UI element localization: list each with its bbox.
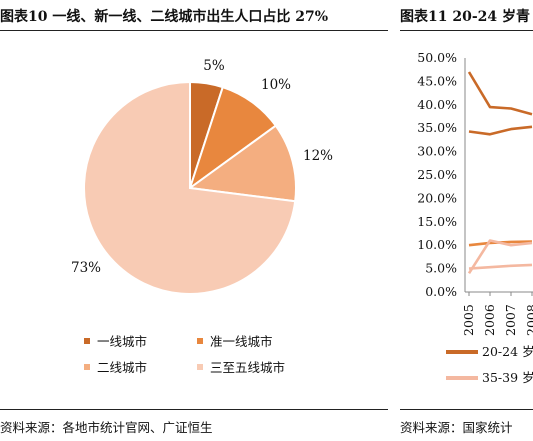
left-chart-source: 资料来源：各地市统计官网、广证恒生 xyxy=(0,420,213,435)
line-chart-ytick-8: 35.0% xyxy=(417,120,457,135)
pie-legend-label-4: 三至五线城市 xyxy=(210,360,285,375)
pie-legend-label-2: 准一线城市 xyxy=(210,334,273,349)
line-legend-label-1: 20-24 岁 xyxy=(482,344,533,359)
line-chart-xtick-2: 2006 xyxy=(482,304,497,336)
pie-legend-label-1: 一线城市 xyxy=(97,334,147,349)
pie-legend-swatch-2 xyxy=(197,338,203,344)
line-chart-ytick-5: 20.0% xyxy=(417,190,457,205)
left-chart-title: 图表10 一线、新一线、二线城市出生人口占比 27% xyxy=(0,9,329,25)
line-chart-xtick-3: 2007 xyxy=(503,304,518,336)
line-chart-ytick-1: 0.0% xyxy=(425,284,457,299)
pie-slice-label-3: 12% xyxy=(303,148,333,164)
pie-legend-swatch-3 xyxy=(84,364,90,370)
line-chart-ytick-2: 5.0% xyxy=(425,261,457,276)
line-chart-xtick-4: 2008 xyxy=(524,304,533,336)
left-title-rule xyxy=(0,30,388,31)
pie-slice-label-1: 5% xyxy=(203,58,225,74)
pie-slice-label-4: 73% xyxy=(71,260,101,276)
line-series-2 xyxy=(468,125,533,136)
line-series-1 xyxy=(467,71,533,116)
line-chart-ytick-6: 25.0% xyxy=(417,167,457,182)
right-chart-title: 图表11 20-24 岁青 xyxy=(400,9,531,25)
pie-slice-3 xyxy=(187,124,297,203)
line-chart-ytick-11: 50.0% xyxy=(417,50,457,65)
line-chart-ytick-3: 10.0% xyxy=(417,237,457,252)
pie-legend-swatch-1 xyxy=(84,338,90,344)
pie-slice-label-2: 10% xyxy=(261,77,291,93)
line-chart-ytick-7: 30.0% xyxy=(417,144,457,159)
line-chart-ytick-10: 45.0% xyxy=(417,73,457,88)
line-chart-ytick-9: 40.0% xyxy=(417,97,457,112)
right-source-rule xyxy=(400,409,533,410)
line-chart-xtick-1: 2005 xyxy=(461,304,476,336)
pie-legend-swatch-4 xyxy=(197,364,203,370)
line-series-4 xyxy=(467,239,533,275)
pie-legend-label-3: 二线城市 xyxy=(97,360,147,375)
line-legend-label-2: 35-39 岁 xyxy=(482,370,533,385)
right-chart-source: 资料来源：国家统计 xyxy=(400,420,513,435)
left-source-rule xyxy=(0,409,388,410)
line-series-5 xyxy=(468,263,533,270)
pie-slice-4 xyxy=(83,80,297,295)
right-title-rule xyxy=(400,30,533,31)
line-chart-ytick-4: 15.0% xyxy=(417,214,457,229)
